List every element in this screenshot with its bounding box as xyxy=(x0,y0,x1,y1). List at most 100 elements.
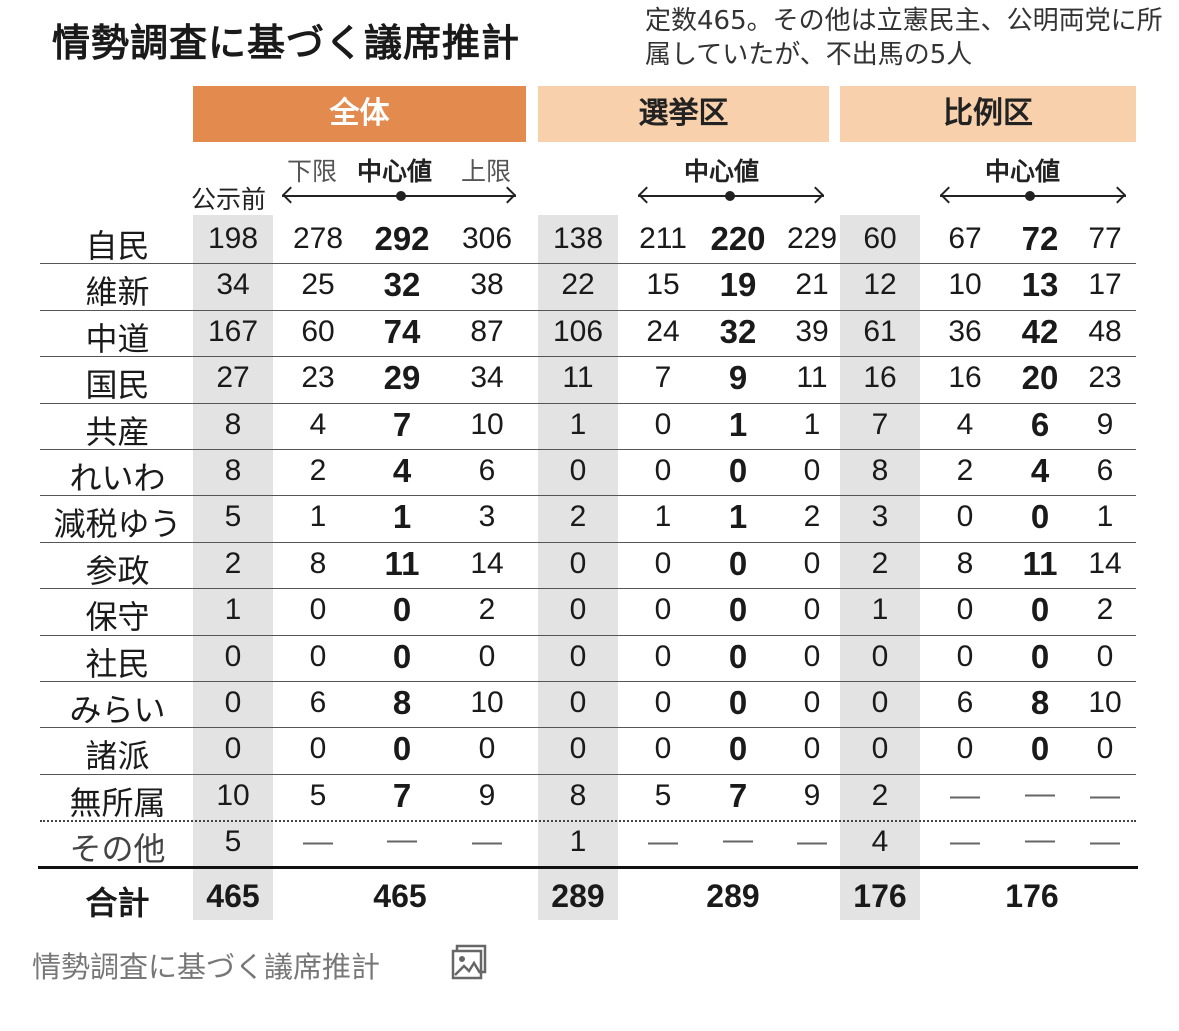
table-cell: 0 xyxy=(1030,591,1050,629)
table-cell: 1 xyxy=(728,498,748,536)
table-cell: 0 xyxy=(478,639,496,673)
table-cell: 77 xyxy=(1088,222,1122,255)
table-cell: 32 xyxy=(719,312,757,350)
table-cell: 0 xyxy=(569,593,587,627)
table-cell: 0 xyxy=(654,639,672,673)
table-cell: 0 xyxy=(728,591,748,629)
grey-column-pr xyxy=(840,215,920,920)
table-cell: 1 xyxy=(309,500,327,534)
total-district-before: 289 xyxy=(551,878,605,914)
table-cell: 8 xyxy=(569,778,587,812)
table-cell: 0 xyxy=(1030,637,1050,675)
table-cell: 0 xyxy=(654,732,672,766)
total-pr-before: 176 xyxy=(853,878,907,914)
table-cell: 292 xyxy=(374,220,430,257)
table-cell: 1 xyxy=(654,500,672,534)
table-cell: 9 xyxy=(803,778,821,812)
table-cell: 13 xyxy=(1021,266,1059,304)
table-cell: 0 xyxy=(1030,730,1050,768)
table-cell: 198 xyxy=(207,222,259,255)
table-cell: 8 xyxy=(392,684,412,721)
table-cell: 278 xyxy=(292,222,344,255)
table-cell: 8 xyxy=(956,546,974,580)
table-cell: 2 xyxy=(569,500,587,534)
subheader-before: 公示前 xyxy=(191,185,267,214)
row-divider xyxy=(40,588,1136,590)
table-cell: 8 xyxy=(309,546,327,580)
table-cell: 7 xyxy=(728,776,748,814)
party-label: 諸派 xyxy=(85,737,150,776)
table-cell: 7 xyxy=(871,407,889,441)
table-cell: 1 xyxy=(728,405,748,443)
table-cell: 0 xyxy=(1030,498,1050,536)
table-cell: 8 xyxy=(224,407,242,441)
row-divider xyxy=(40,263,1136,265)
table-cell: 220 xyxy=(710,220,766,257)
table-cell: 11 xyxy=(796,361,828,395)
table-cell: 0 xyxy=(956,500,974,534)
table-cell: 1 xyxy=(392,498,412,536)
table-cell: 0 xyxy=(478,732,496,766)
subheader-center-district: 中心値 xyxy=(684,157,760,186)
table-cell: 1 xyxy=(569,407,587,441)
table-cell: 0 xyxy=(654,593,672,627)
party-label: れいわ xyxy=(69,459,166,497)
table-cell: 11 xyxy=(1022,544,1058,582)
table-cell: 4 xyxy=(392,452,412,489)
table-cell: 23 xyxy=(1088,361,1122,395)
party-label: 減税ゆう xyxy=(53,505,182,544)
table-cell: 0 xyxy=(392,637,412,675)
total-divider xyxy=(38,866,1138,869)
table-cell: — xyxy=(472,825,502,859)
group-header-pr: 比例区 xyxy=(840,86,1136,142)
table-cell: 3 xyxy=(871,500,889,534)
table-cell: 7 xyxy=(392,405,412,443)
total-label: 合計 xyxy=(85,884,150,922)
table-cell: 4 xyxy=(871,825,889,859)
table-cell: 6 xyxy=(478,454,496,487)
group-header-district: 選挙区 xyxy=(538,86,829,142)
row-divider xyxy=(40,356,1136,358)
table-cell: 34 xyxy=(470,361,504,395)
table-cell: 0 xyxy=(803,593,821,627)
group-header-all: 全体 xyxy=(193,86,526,142)
table-cell: 2 xyxy=(871,778,889,812)
table-cell: 0 xyxy=(728,684,748,721)
table-cell: 0 xyxy=(1096,732,1114,766)
table-cell: 211 xyxy=(639,222,687,255)
table-cell: — xyxy=(1090,825,1120,859)
party-label: 社民 xyxy=(85,644,150,683)
table-cell: 0 xyxy=(224,686,242,719)
party-label: 自民 xyxy=(85,227,150,265)
image-icon[interactable] xyxy=(450,943,488,981)
table-cell: 14 xyxy=(1088,546,1122,580)
chart-note: 定数465。その他は立憲民主、公明両党に所属していたが、不出馬の5人 xyxy=(645,6,1163,70)
table-cell: 6 xyxy=(956,686,974,719)
table-cell: 10 xyxy=(470,686,504,719)
subheader-lower: 下限 xyxy=(287,157,338,186)
table-cell: 2 xyxy=(224,546,242,580)
table-cell: 2 xyxy=(803,500,821,534)
table-cell: 0 xyxy=(392,591,412,629)
table-cell: 0 xyxy=(654,407,672,441)
table-cell: 34 xyxy=(216,268,250,302)
table-cell: — xyxy=(797,825,827,859)
table-cell: 0 xyxy=(956,639,974,673)
table-cell: 0 xyxy=(803,546,821,580)
table-cell: — xyxy=(723,823,753,857)
table-cell: 29 xyxy=(383,359,421,397)
table-cell: 229 xyxy=(786,222,838,255)
table-cell: 1 xyxy=(803,407,821,441)
party-label: 共産 xyxy=(85,412,150,451)
table-cell: 32 xyxy=(383,266,421,304)
table-cell: 0 xyxy=(871,732,889,766)
table-cell: — xyxy=(950,778,980,812)
table-cell: 3 xyxy=(478,500,496,534)
table-cell: 16 xyxy=(948,361,982,395)
table-cell: 5 xyxy=(224,500,242,534)
table-cell: 0 xyxy=(654,686,672,719)
range-arrow-pr xyxy=(940,195,1126,197)
table-cell: 2 xyxy=(309,454,327,487)
table-cell: 27 xyxy=(216,361,250,395)
table-cell: 24 xyxy=(646,314,680,348)
